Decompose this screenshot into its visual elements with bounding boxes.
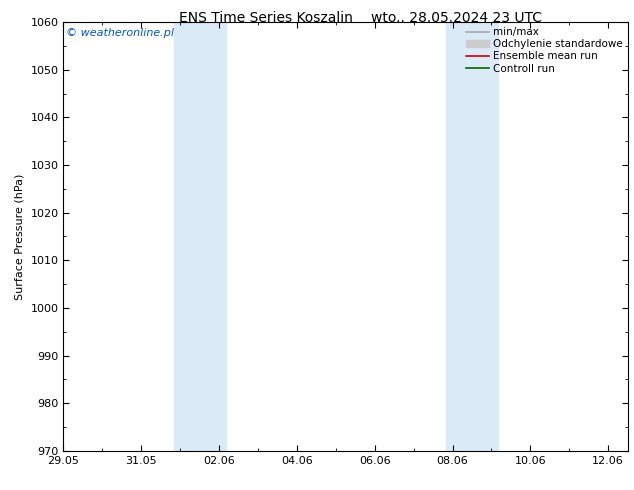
Legend: min/max, Odchylenie standardowe, Ensemble mean run, Controll run: min/max, Odchylenie standardowe, Ensembl… (463, 25, 624, 75)
Text: ENS Time Series Koszalin: ENS Time Series Koszalin (179, 11, 353, 25)
Text: wto.. 28.05.2024 23 UTC: wto.. 28.05.2024 23 UTC (371, 11, 542, 25)
Y-axis label: Surface Pressure (hPa): Surface Pressure (hPa) (15, 173, 25, 299)
Bar (446, 22, 498, 451)
Bar (174, 22, 226, 451)
Text: © weatheronline.pl: © weatheronline.pl (66, 28, 174, 39)
